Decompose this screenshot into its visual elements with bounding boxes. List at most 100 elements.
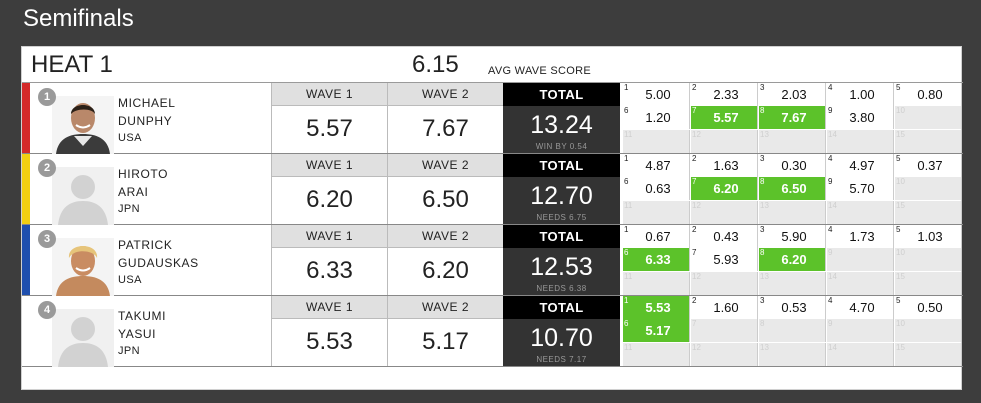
wave-1-header: WAVE 1 [272,225,387,248]
wave-2-score: 7.67 [422,115,469,142]
wave-number: 13 [760,129,769,139]
wave-score: 0.67 [645,229,671,244]
wave-score-cell: 12 [691,200,758,224]
wave-score: 0.80 [917,87,943,102]
wave-number: 7 [692,248,697,258]
best-wave-1: WAVE 1 6.33 [271,225,387,295]
wave-number: 4 [828,225,833,234]
total-score: 10.70 [530,324,593,352]
best-wave-1: WAVE 1 5.57 [271,83,387,153]
best-wave-1: WAVE 1 6.20 [271,154,387,224]
total-status: WIN BY 0.54 [535,142,588,151]
wave-number: 3 [760,296,765,305]
wave-score-cell: 15 [895,200,962,224]
wave-score: 5.90 [781,229,807,244]
wave-score-cell: 10 [895,106,962,130]
wave-score: 6.50 [781,181,807,197]
wave-score-cell: 5 0.80 [895,83,962,106]
surfer-last-name: DUNPHY [118,114,173,128]
wave-score-cell: 7 5.57 [691,106,758,130]
wave-score-cell: 2 1.63 [691,154,758,177]
wave-score-cell: 10 [895,248,962,272]
wave-score-cell: 14 [827,200,894,224]
wave-score-cell: 9 3.80 [827,106,894,130]
wave-score: 6.33 [645,252,671,268]
total-status: NEEDS 6.75 [536,213,587,222]
seed-badge: 4 [38,301,56,319]
surfer-first-name: PATRICK [118,238,173,252]
wave-score: 4.87 [645,158,671,173]
wave-1-score: 6.20 [306,186,353,213]
wave-number: 9 [828,106,833,116]
wave-number: 15 [896,129,905,139]
wave-number: 2 [692,225,697,234]
wave-number: 13 [760,271,769,281]
wave-number: 7 [692,319,697,329]
wave-number: 5 [896,225,901,234]
wave-number: 5 [896,154,901,163]
wave-number: 2 [692,83,697,92]
wave-number: 6 [624,319,629,329]
wave-score: 1.00 [849,87,875,102]
wave-score-cell: 12 [691,342,758,366]
seed-badge: 3 [38,230,56,248]
surfer-info[interactable]: 4 TAKUMI YASUI JPN [30,296,271,367]
wave-score-cell: 1 5.53 [623,296,690,319]
surfer-avatar [52,96,114,154]
wave-score: 0.43 [713,229,739,244]
wave-score: 6.20 [713,181,739,197]
surfer-row: 4 TAKUMI YASUI JPN WAVE 1 5.53 WAVE 2 5.… [22,296,963,367]
wave-2-score: 5.17 [422,328,469,355]
wave-score: 6.20 [781,252,807,268]
wave-score-cell: 11 [623,342,690,366]
wave-number: 8 [760,319,765,329]
wave-2-score: 6.50 [422,186,469,213]
wave-score-cell: 3 0.30 [759,154,826,177]
wave-1-score: 5.53 [306,328,353,355]
wave-score-cell: 2 1.60 [691,296,758,319]
wave-number: 8 [760,248,765,258]
wave-score-cell: 8 [759,319,826,343]
wave-number: 5 [896,83,901,92]
heat-header: HEAT 1 6.15 AVG WAVE SCORE [22,47,963,83]
wave-scores-grid: 1 4.87 2 1.63 3 0.30 4 4.97 5 0.37 6 0.6… [623,154,963,224]
best-wave-1: WAVE 1 5.53 [271,296,387,366]
wave-number: 3 [760,225,765,234]
best-wave-2: WAVE 2 6.50 [387,154,503,224]
wave-score-cell: 5 1.03 [895,225,962,248]
wave-2-header: WAVE 2 [388,154,503,177]
wave-score: 0.37 [917,158,943,173]
wave-score-cell: 6 1.20 [623,106,690,130]
surfer-avatar [52,238,114,296]
surfer-info[interactable]: 2 HIROTO ARAI JPN [30,154,271,225]
surfer-info[interactable]: 3 PATRICK GUDAUSKAS USA [30,225,271,296]
surfer-first-name: TAKUMI [118,309,167,323]
heat-panel: HEAT 1 6.15 AVG WAVE SCORE 1 MICHAEL DUN… [21,46,963,390]
wave-2-header: WAVE 2 [388,83,503,106]
wave-score-cell: 12 [691,271,758,295]
section-title: Semifinals [23,5,134,32]
surfer-info[interactable]: 1 MICHAEL DUNPHY USA [30,83,271,154]
wave-number: 11 [624,200,633,210]
wave-number: 12 [692,342,701,352]
wave-number: 9 [828,177,833,187]
wave-score-cell: 5 0.37 [895,154,962,177]
wave-score-cell: 4 4.97 [827,154,894,177]
wave-score-cell: 7 5.93 [691,248,758,272]
wave-score: 1.63 [713,158,739,173]
wave-score: 1.03 [917,229,943,244]
wave-scores-grid: 1 5.53 2 1.60 3 0.53 4 4.70 5 0.50 6 5.1… [623,296,963,366]
wave-number: 10 [896,106,905,116]
wave-number: 6 [624,248,629,258]
wave-score-cell: 6 0.63 [623,177,690,201]
wave-score-cell: 14 [827,342,894,366]
wave-score: 5.17 [645,323,671,339]
wave-score-cell: 4 4.70 [827,296,894,319]
wave-score-cell: 15 [895,129,962,153]
surfer-country: JPN [118,203,140,215]
total-header: TOTAL [503,83,620,106]
avg-wave-score-value: 6.15 [412,51,459,78]
wave-number: 9 [828,248,833,258]
wave-score-cell: 9 [827,319,894,343]
seed-badge: 1 [38,88,56,106]
